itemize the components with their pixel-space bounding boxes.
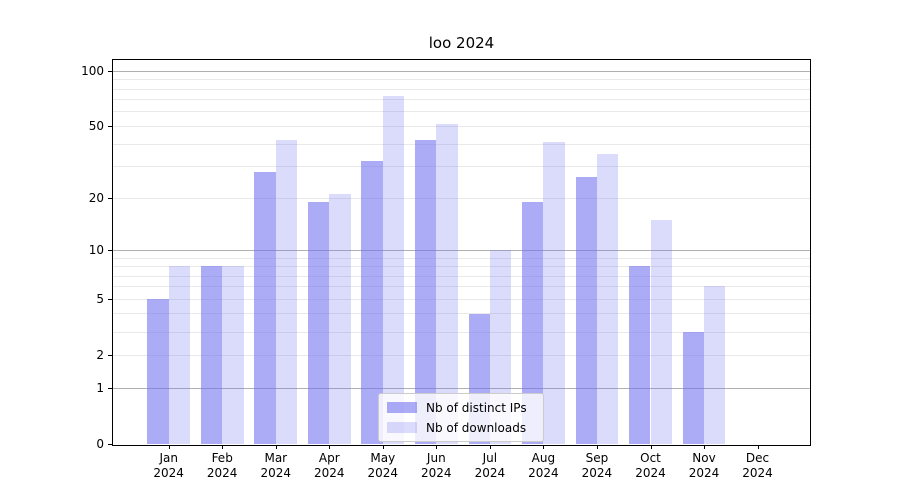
gridline-major [113,387,810,389]
x-axis-tick [382,445,384,449]
y-tick-label: 20 [88,190,104,205]
y-tick-label: 100 [81,63,104,78]
gridline-minor [113,143,810,145]
legend-item-distinct-ips: Nb of distinct IPs [379,399,543,416]
gridline-minor [113,298,810,300]
bar-distinct-ips [307,201,330,444]
gridline-minor [113,286,810,288]
x-axis-tick [436,445,438,449]
x-axis-tick [329,445,331,449]
chart-title: loo 2024 [428,34,495,52]
x-axis-tick [275,445,277,449]
gridline-minor [113,125,810,127]
gridline-minor [113,111,810,113]
gridline-major [113,249,810,251]
gridline-minor [113,79,810,81]
y-axis-tick [108,249,112,251]
y-axis-tick [108,443,112,445]
bar-distinct-ips [522,201,544,444]
y-axis-tick [108,298,112,300]
bar-distinct-ips [575,177,597,444]
bar-distinct-ips [629,266,651,444]
x-axis-tick [650,445,652,449]
legend-swatch-downloads [387,422,417,433]
gridline-minor [113,88,810,90]
bar-downloads [329,193,351,444]
x-tick-label: Jan 2024 [153,451,184,480]
y-axis-tick [108,387,112,389]
y-tick-label: 2 [96,347,104,362]
bar-downloads [222,266,244,444]
bar-downloads [168,266,191,444]
bar-distinct-ips [414,139,437,444]
legend-label-distinct-ips: Nb of distinct IPs [426,400,527,415]
bar-downloads [436,124,458,444]
x-tick-label: Dec 2024 [742,451,773,480]
y-tick-label: 50 [88,118,104,133]
x-axis-tick [543,445,545,449]
bar-downloads [704,286,726,444]
y-tick-label: 1 [96,380,104,395]
y-tick-label: 5 [96,291,104,306]
legend-label-downloads: Nb of downloads [426,420,527,435]
y-axis-tick [108,125,112,127]
x-axis-tick [489,445,491,449]
y-axis-tick [108,197,112,199]
plot-border [112,59,811,446]
bar-distinct-ips [147,298,169,444]
gridline-minor [113,313,810,315]
x-tick-label: Sep 2024 [581,451,613,480]
x-axis-tick [222,445,224,449]
gridline-minor [113,99,810,101]
gridline-minor [113,354,810,356]
x-tick-label: Mar 2024 [260,451,292,480]
x-tick-label: Jun 2024 [421,451,452,480]
gridline-major [113,70,810,72]
bar-downloads [596,154,619,444]
x-tick-label: Feb 2024 [206,451,238,480]
x-tick-label: Aug 2024 [528,451,559,480]
gridline-minor [113,275,810,277]
x-tick-label: Oct 2024 [635,451,666,480]
gridline-minor [113,166,810,168]
x-tick-label: Jul 2024 [474,451,506,480]
x-axis-tick [596,445,598,449]
y-tick-label: 0 [96,436,104,451]
bar-distinct-ips [254,171,276,444]
bar-distinct-ips [682,331,704,444]
bar-downloads [275,139,298,444]
x-axis-tick [757,445,759,449]
gridline-minor [113,257,810,259]
bar-distinct-ips [200,266,223,444]
x-tick-label: Nov 2024 [688,451,720,480]
legend: Nb of distinct IPs Nb of downloads [378,393,544,442]
bar-downloads [650,219,672,444]
y-axis-tick [108,70,112,72]
bar-downloads [382,95,405,444]
x-axis-tick [168,445,170,449]
x-axis-tick [704,445,705,449]
gridline-minor [113,266,810,267]
bar-downloads [543,141,565,444]
legend-item-downloads: Nb of downloads [379,419,543,436]
x-tick-label: Apr 2024 [314,451,345,480]
legend-swatch-distinct-ips [387,402,417,413]
y-tick-label: 10 [88,242,104,257]
gridline-minor [113,197,810,199]
x-tick-label: May 2024 [367,451,399,480]
y-axis-tick [108,354,112,356]
bar-distinct-ips [361,161,383,444]
gridline-minor [113,331,810,333]
